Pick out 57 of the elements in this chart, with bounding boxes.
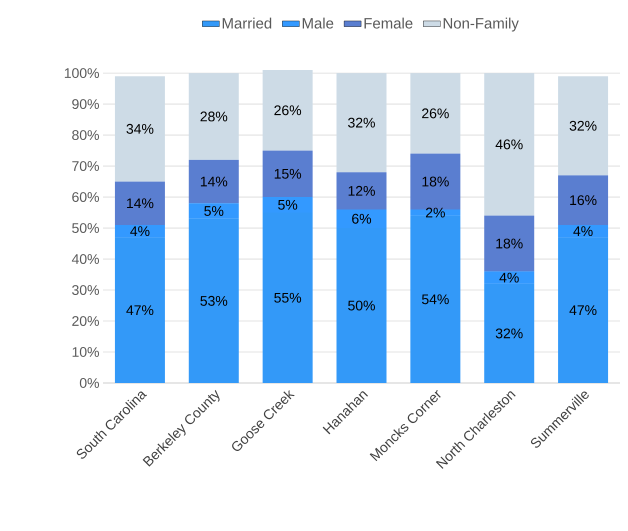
data-label: 55% bbox=[274, 292, 302, 303]
y-tick-label: 90% bbox=[72, 99, 99, 110]
data-label: 4% bbox=[499, 272, 519, 283]
data-label: 32% bbox=[570, 120, 597, 131]
data-label: 47% bbox=[126, 305, 154, 316]
bar bbox=[262, 150, 313, 198]
y-tick-label: 0% bbox=[80, 378, 99, 388]
data-label: 16% bbox=[570, 195, 597, 206]
y-tick-label: 70% bbox=[72, 161, 99, 172]
legend-label: Married bbox=[222, 18, 272, 29]
y-tick-label: 60% bbox=[72, 192, 99, 202]
data-label: 26% bbox=[422, 108, 449, 118]
data-label: 50% bbox=[348, 300, 375, 310]
data-label: 18% bbox=[496, 238, 523, 248]
y-tick-label: 80% bbox=[72, 130, 99, 140]
bar bbox=[188, 73, 239, 160]
bar bbox=[484, 73, 534, 216]
data-label: 32% bbox=[348, 118, 375, 128]
bar bbox=[188, 160, 239, 204]
bar bbox=[410, 73, 460, 154]
bar bbox=[336, 73, 386, 172]
data-label: 14% bbox=[127, 198, 154, 208]
data-label: 46% bbox=[496, 139, 523, 150]
data-label: 6% bbox=[352, 214, 372, 224]
bar bbox=[114, 182, 165, 225]
data-label: 18% bbox=[422, 176, 449, 187]
bar bbox=[262, 70, 313, 151]
data-label: 26% bbox=[274, 105, 302, 116]
data-label: 53% bbox=[200, 296, 228, 306]
data-label: 12% bbox=[348, 186, 375, 196]
bar bbox=[336, 172, 386, 210]
data-label: 28% bbox=[200, 112, 228, 122]
data-label: 4% bbox=[573, 226, 593, 236]
bar bbox=[558, 175, 608, 225]
data-label: 54% bbox=[422, 294, 449, 304]
data-label: 5% bbox=[204, 206, 224, 216]
legend-label: Non-Family bbox=[444, 18, 519, 32]
y-tick-label: 100% bbox=[64, 68, 99, 78]
bar bbox=[484, 216, 534, 272]
data-label: 4% bbox=[130, 226, 150, 236]
data-label: 32% bbox=[496, 328, 523, 338]
bar bbox=[410, 154, 460, 210]
legend-label: Female bbox=[364, 18, 412, 29]
bar bbox=[558, 76, 608, 176]
y-tick-label: 10% bbox=[72, 347, 99, 357]
data-label: 2% bbox=[426, 208, 445, 218]
data-label: 15% bbox=[274, 168, 302, 179]
data-label: 5% bbox=[278, 200, 298, 210]
y-tick-label: 40% bbox=[72, 254, 99, 264]
data-label: 34% bbox=[126, 124, 154, 134]
bar bbox=[114, 76, 165, 182]
y-tick-label: 30% bbox=[72, 285, 99, 295]
data-label: 14% bbox=[200, 176, 228, 186]
data-label: 47% bbox=[569, 305, 597, 316]
legend-label: Male bbox=[302, 18, 334, 29]
y-tick-label: 50% bbox=[72, 223, 99, 233]
y-tick-label: 20% bbox=[72, 316, 99, 326]
